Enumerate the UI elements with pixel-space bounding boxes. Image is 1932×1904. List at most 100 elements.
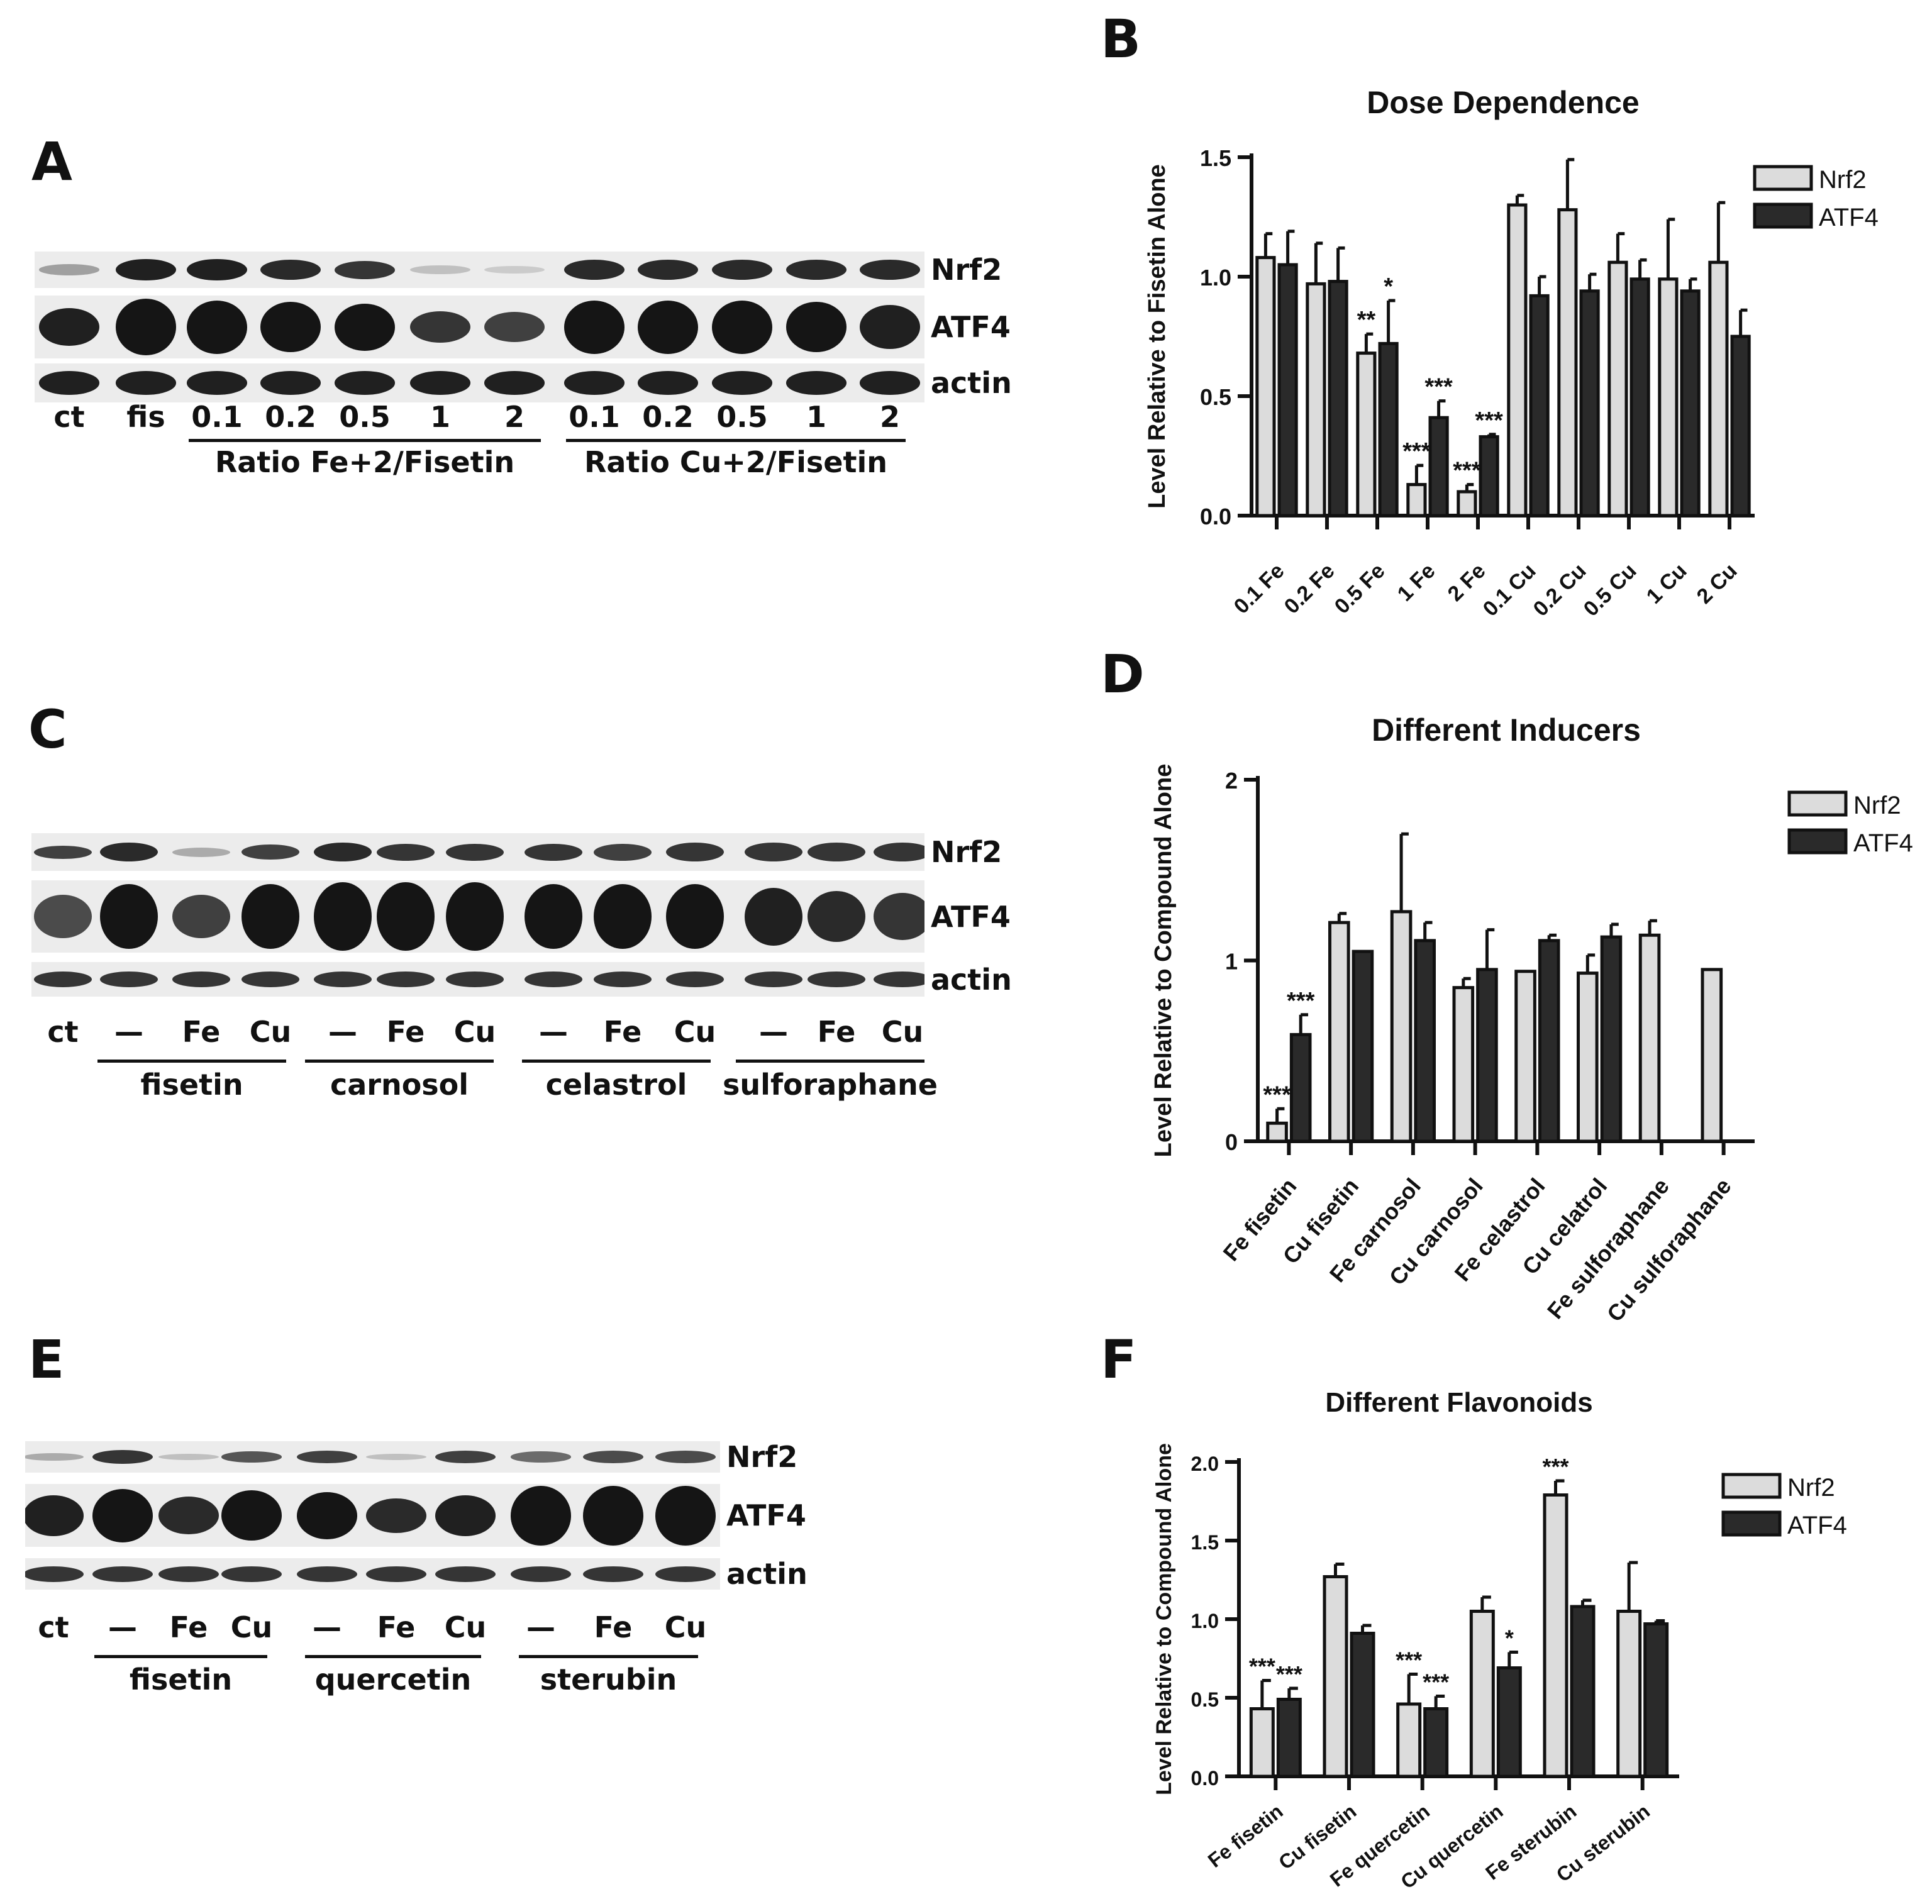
band [655, 1566, 716, 1582]
group-label: Ratio Cu+2/Fisetin [584, 445, 887, 479]
band [525, 971, 582, 987]
blot-row-label: Nrf2 [726, 1440, 798, 1474]
band [25, 1495, 84, 1536]
y-tick-label: 1.5 [1200, 145, 1231, 171]
band [564, 300, 625, 354]
x-tick-label: 0.1 Fe [1230, 559, 1289, 619]
lane-label: Fe [817, 1015, 856, 1049]
band [583, 1485, 643, 1546]
bar-atf4 [1629, 277, 1650, 518]
panel-letter-d: D [1101, 643, 1145, 705]
bar-nrf2 [1543, 1493, 1568, 1778]
band [221, 1566, 282, 1582]
band [410, 371, 470, 395]
significance-marker: *** [1263, 1082, 1291, 1108]
band [100, 843, 158, 861]
band [297, 1566, 357, 1582]
blot-row-label: ATF4 [726, 1498, 806, 1532]
band [260, 260, 321, 280]
group-label: quercetin [314, 1663, 472, 1696]
blot-strip-actin [25, 1558, 720, 1590]
band [511, 1485, 571, 1546]
band [297, 1492, 357, 1539]
band [745, 887, 802, 946]
band [860, 260, 920, 280]
band [594, 971, 652, 987]
band [187, 258, 247, 281]
lane-label: Cu [453, 1015, 496, 1049]
bar-nrf2 [1638, 933, 1661, 1143]
group-label: celastrol [545, 1068, 687, 1102]
band [34, 895, 92, 938]
x-tick-label: 1 Cu [1642, 559, 1692, 609]
bar-atf4 [1643, 1622, 1669, 1778]
lane-label: ct [38, 1610, 69, 1644]
significance-marker: *** [1276, 1661, 1302, 1687]
chart-dose-dependence: Dose Dependence Level Relative to Fisetin… [1144, 85, 1879, 621]
band [366, 1454, 426, 1460]
band [377, 882, 435, 951]
band [25, 1566, 84, 1582]
legend-swatch-nrf2 [1787, 790, 1848, 817]
group-underline [519, 1655, 698, 1658]
band [808, 891, 865, 942]
x-tick-label: 0.1 Cu [1479, 559, 1541, 621]
band [221, 1451, 282, 1463]
x-tick-label: 1 Fe [1393, 559, 1440, 606]
band [484, 371, 545, 395]
bar-atf4 [1276, 1698, 1302, 1778]
lane-label: 0.1 [569, 400, 620, 434]
band [860, 305, 920, 349]
band [786, 302, 847, 352]
band [435, 1451, 496, 1463]
band [100, 971, 158, 987]
lane-label: — [759, 1015, 788, 1049]
group-label: Ratio Fe+2/Fisetin [214, 445, 515, 479]
group-underline [189, 439, 541, 442]
legend-label-atf4: ATF4 [1853, 829, 1913, 857]
band [446, 971, 504, 987]
band [712, 260, 772, 280]
blot-strip-atf4 [31, 880, 924, 953]
x-tick-label: 2 Cu [1692, 559, 1742, 609]
bar-nrf2 [1306, 282, 1326, 518]
bar-nrf2 [1328, 921, 1350, 1143]
legend-swatch-atf4 [1787, 828, 1848, 855]
x-tick-label: 0.2 Fe [1280, 559, 1340, 619]
blot-row-label: ATF4 [931, 899, 1011, 934]
band [25, 1453, 84, 1461]
band [377, 971, 435, 987]
bar-nrf2 [1396, 1702, 1422, 1778]
band [525, 843, 582, 861]
blot-strip-nrf2 [25, 1441, 720, 1473]
chart-title: Dose Dependence [1367, 85, 1639, 120]
band [366, 1498, 426, 1533]
band [92, 1566, 153, 1582]
lane-label: fis [126, 400, 165, 434]
y-axis-label: Level Relative to Fisetin Alone [1144, 164, 1170, 509]
band [172, 895, 230, 938]
lane-label: 1 [430, 400, 451, 434]
x-tick-label: 0.5 Cu [1579, 559, 1641, 621]
band [446, 882, 504, 951]
band [172, 847, 230, 857]
bar-atf4 [1479, 435, 1499, 518]
lane-label: — [108, 1610, 137, 1644]
blot-row-label: Nrf2 [931, 835, 1002, 869]
group-label: fisetin [140, 1068, 243, 1102]
lane-label: Fe [594, 1610, 633, 1644]
blot-row-label: ATF4 [931, 310, 1011, 344]
group-underline [566, 439, 906, 442]
y-tick-label: 0.5 [1200, 384, 1231, 410]
band [260, 371, 321, 395]
lane-label: 0.5 [716, 400, 768, 434]
lane-label: Cu [881, 1015, 924, 1049]
y-tick-label: 0.0 [1191, 1767, 1219, 1790]
x-tick-label: Fe fisetin [1204, 1800, 1287, 1872]
significance-marker: *** [1287, 988, 1315, 1014]
bar-atf4 [1277, 263, 1298, 518]
panel-letter-c: C [28, 699, 67, 760]
group-label: sterubin [540, 1663, 677, 1696]
x-tick-label: 0.2 Cu [1529, 559, 1591, 621]
lane-label: — [328, 1015, 357, 1049]
